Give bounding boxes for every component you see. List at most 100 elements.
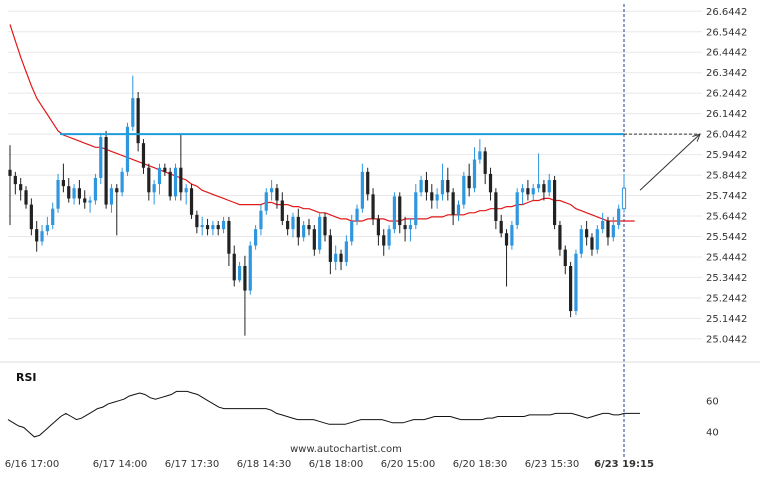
price-tick-label: 26.0442 [706, 130, 747, 141]
time-axis: 6/16 17:00 6/17 14:00 6/17 17:30 6/18 14:30… [5, 459, 654, 470]
projection-arrow-head [692, 133, 701, 142]
candle-body [8, 169, 12, 176]
candle-body [451, 192, 455, 215]
candle-body [344, 241, 348, 262]
candle-body [574, 253, 578, 312]
candle-body [403, 225, 407, 230]
candle-body [569, 266, 573, 312]
candle-body [51, 208, 55, 226]
candle-body [237, 266, 242, 281]
candle-body [435, 194, 439, 201]
moving-average-line [9, 24, 635, 222]
rsi-label: RSI [16, 371, 37, 384]
candle-body [179, 167, 183, 193]
price-tick-label: 26.5442 [706, 27, 747, 38]
price-tick-label: 25.8442 [706, 171, 747, 182]
candle-body [536, 184, 541, 189]
candle-body [483, 151, 487, 174]
candle-body [200, 225, 204, 228]
candle-body [334, 253, 338, 262]
time-tick-label: 6/23 15:30 [525, 459, 579, 470]
price-tick-label: 25.1442 [706, 314, 747, 325]
candle-body [88, 200, 92, 203]
candle-body [168, 171, 172, 197]
candle-body [40, 231, 44, 242]
candle-body [120, 171, 124, 193]
candle-body [173, 167, 178, 197]
candle-body [232, 253, 236, 281]
rsi-line [7, 390, 640, 438]
candle-body [472, 159, 477, 189]
resistance-layer [60, 133, 701, 191]
candle-body [350, 220, 354, 242]
candle-body [531, 188, 535, 195]
candle-body [419, 180, 423, 193]
candle-body [264, 192, 268, 211]
candle-body [45, 225, 49, 232]
candle-body [339, 253, 343, 262]
projection-arrow-line [639, 133, 701, 191]
candle-body [280, 200, 284, 221]
price-axis: 26.6442 26.5442 26.4442 26.3442 26.2442 26.14… [706, 7, 747, 346]
candle-body [585, 229, 589, 238]
time-tick-label: 6/18 18:00 [309, 459, 363, 470]
watermark: www.autochartist.com [290, 444, 402, 455]
candle-body [104, 137, 108, 205]
candle-body [307, 225, 311, 230]
price-tick-label: 25.0442 [706, 334, 747, 345]
candle-body [547, 180, 551, 193]
candle-body [29, 204, 33, 230]
candle-body [318, 216, 322, 250]
candle-body [467, 175, 471, 189]
candle-body [253, 229, 258, 246]
candle-body [520, 188, 525, 193]
time-tick-label: 6/17 14:00 [93, 459, 147, 470]
price-tick-label: 25.7442 [706, 191, 747, 202]
candle-body [227, 220, 231, 254]
price-tick-label: 26.2442 [706, 89, 747, 100]
price-tick-label: 26.1442 [706, 109, 747, 120]
grid-layer [8, 4, 702, 458]
time-tick-label: 6/20 15:00 [381, 459, 435, 470]
rsi-panel: RSI 60 40 [0, 361, 760, 439]
price-tick-label: 25.9442 [706, 150, 747, 161]
candle-body [312, 229, 316, 250]
candle-body [424, 180, 429, 193]
candle-body [302, 225, 306, 238]
candle-body [595, 229, 599, 250]
time-tick-label: 6/20 18:30 [453, 459, 507, 470]
candle-body [611, 225, 615, 238]
candle-body [72, 188, 76, 199]
price-tick-label: 25.4442 [706, 252, 747, 263]
candle-body [259, 210, 263, 230]
candle-body [19, 184, 23, 191]
candle-body [67, 186, 71, 199]
candle-body [440, 180, 445, 195]
candle-body [456, 204, 461, 215]
candle-body [291, 216, 295, 230]
candle-body [414, 192, 418, 226]
candle-body [152, 184, 156, 193]
candle-body [526, 188, 530, 195]
candle-body [355, 208, 359, 221]
price-tick-label: 26.4442 [706, 48, 747, 59]
candle-body [136, 98, 140, 144]
candle-body [205, 225, 210, 230]
candle-body [323, 216, 327, 236]
candle-body [163, 167, 167, 172]
candle-body [515, 192, 519, 226]
candle-body [328, 235, 332, 262]
candle-body [360, 171, 364, 209]
candle-body [195, 214, 199, 228]
price-tick-label: 25.3442 [706, 273, 747, 284]
candles-layer [8, 75, 627, 336]
candle-body [376, 218, 381, 236]
price-tick-label: 26.6442 [706, 7, 747, 18]
candle-body [504, 233, 509, 246]
candle-body [184, 188, 188, 193]
candle-body [141, 143, 146, 168]
candle-body [387, 229, 391, 246]
candle-body [35, 229, 39, 242]
